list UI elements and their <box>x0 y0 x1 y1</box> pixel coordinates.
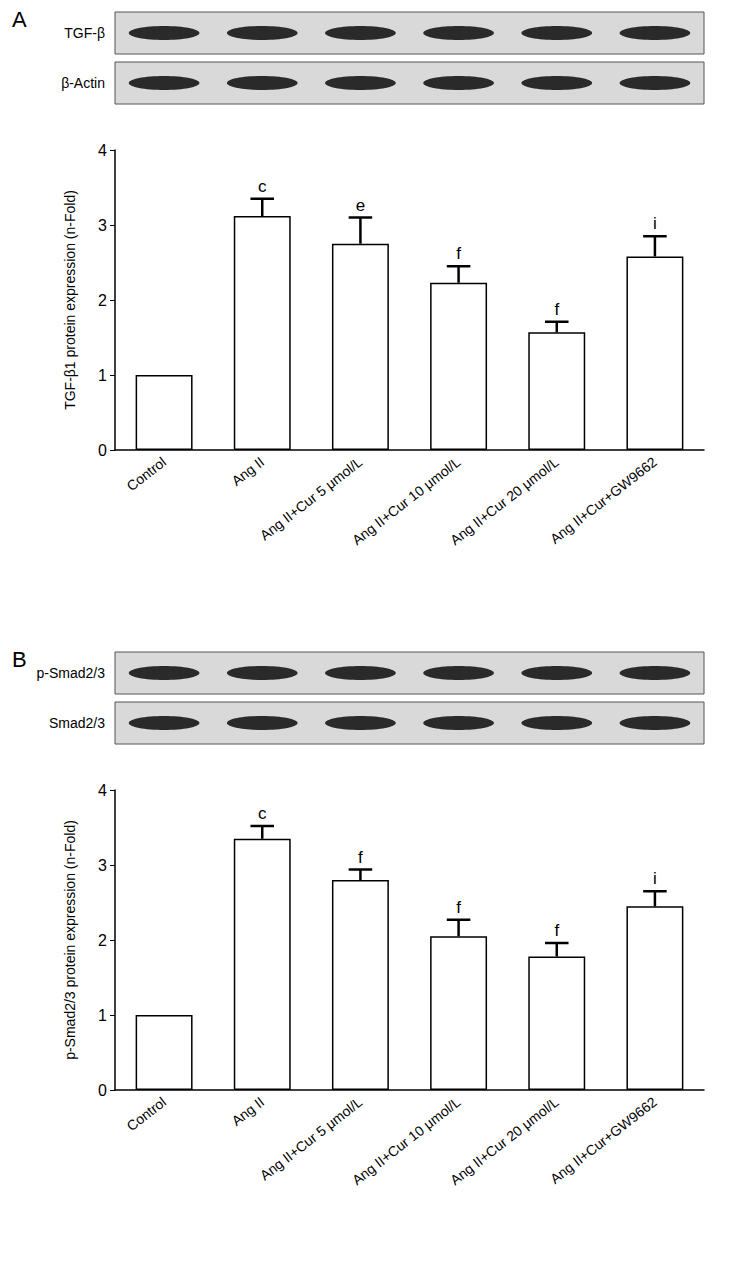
svg-text:f: f <box>554 921 559 940</box>
svg-text:β-Actin: β-Actin <box>61 75 105 91</box>
svg-text:Control: Control <box>124 1094 169 1134</box>
svg-text:f: f <box>456 898 461 917</box>
svg-text:Ang II+Cur 5 μmol/L: Ang II+Cur 5 μmol/L <box>257 1094 366 1184</box>
svg-text:0: 0 <box>98 442 107 459</box>
svg-text:1: 1 <box>98 1007 107 1024</box>
svg-text:Ang II+Cur 5 μmol/L: Ang II+Cur 5 μmol/L <box>257 454 366 544</box>
svg-text:i: i <box>653 214 657 233</box>
svg-text:1: 1 <box>98 367 107 384</box>
svg-text:TGF-β: TGF-β <box>64 25 105 41</box>
svg-text:2: 2 <box>98 292 107 309</box>
svg-text:f: f <box>358 848 363 867</box>
svg-text:e: e <box>356 196 365 215</box>
svg-text:c: c <box>258 804 267 823</box>
svg-text:3: 3 <box>98 217 107 234</box>
svg-text:p-Smad2/3: p-Smad2/3 <box>37 665 106 681</box>
svg-text:0: 0 <box>98 1082 107 1099</box>
svg-text:3: 3 <box>98 857 107 874</box>
svg-text:TGF-β1 protein expression (n-F: TGF-β1 protein expression (n-Fold) <box>62 190 78 410</box>
svg-text:p-Smad2/3 protein expression (: p-Smad2/3 protein expression (n-Fold) <box>62 820 78 1060</box>
svg-text:Ang II+Cur+GW9662: Ang II+Cur+GW9662 <box>547 454 660 547</box>
svg-text:i: i <box>653 869 657 888</box>
svg-text:f: f <box>456 244 461 263</box>
svg-text:4: 4 <box>98 142 107 159</box>
svg-text:Ang II+Cur 10 μmol/L: Ang II+Cur 10 μmol/L <box>349 1094 464 1189</box>
svg-text:Ang II+Cur 20 μmol/L: Ang II+Cur 20 μmol/L <box>447 454 562 549</box>
svg-text:f: f <box>554 300 559 319</box>
svg-text:B: B <box>12 647 27 672</box>
svg-text:Ang II: Ang II <box>228 1094 267 1129</box>
svg-text:c: c <box>258 177 267 196</box>
svg-text:A: A <box>12 7 27 32</box>
svg-text:Ang II+Cur+GW9662: Ang II+Cur+GW9662 <box>547 1094 660 1187</box>
svg-text:Control: Control <box>124 454 169 494</box>
svg-text:4: 4 <box>98 782 107 799</box>
svg-text:2: 2 <box>98 932 107 949</box>
svg-text:Ang II: Ang II <box>228 454 267 489</box>
svg-text:Smad2/3: Smad2/3 <box>49 715 105 731</box>
svg-text:Ang II+Cur 10 μmol/L: Ang II+Cur 10 μmol/L <box>349 454 464 549</box>
svg-text:Ang II+Cur 20 μmol/L: Ang II+Cur 20 μmol/L <box>447 1094 562 1189</box>
